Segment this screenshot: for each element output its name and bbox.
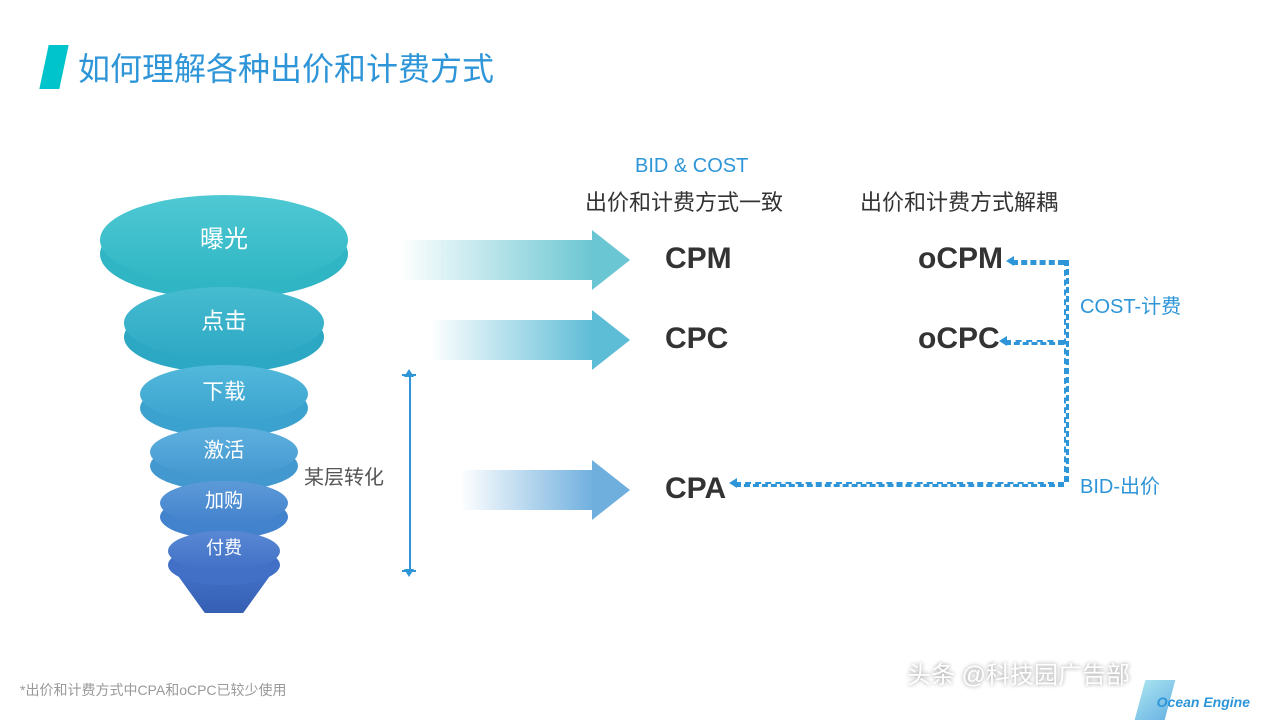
footnote: *出价和计费方式中CPA和oCPC已较少使用 <box>20 680 287 700</box>
funnel-level-label: 付费 <box>206 534 242 560</box>
flow-arrow <box>400 240 630 280</box>
funnel-level: 激活 <box>150 427 298 477</box>
cost-label: COST-计费 <box>1080 290 1181 319</box>
funnel-level-label: 曝光 <box>200 219 248 254</box>
slide-title: 如何理解各种出价和计费方式 <box>44 44 494 90</box>
flow-arrow <box>430 320 630 360</box>
watermark: 头条 @科技园广告部 <box>907 655 1130 690</box>
bracket-label: 某层转化 <box>304 461 384 490</box>
funnel-level-label: 加购 <box>205 485 243 513</box>
title-text: 如何理解各种出价和计费方式 <box>78 44 494 90</box>
flow-arrow <box>460 470 630 510</box>
funnel-level: 下载 <box>140 365 308 423</box>
column-header-aligned: 出价和计费方式一致 <box>585 185 783 217</box>
metric-cpc: CPC <box>665 322 728 356</box>
metric-ocpm: oCPM <box>918 242 1003 276</box>
metric-cpa: CPA <box>665 472 726 506</box>
bid-cost-label: BID & COST <box>635 155 748 178</box>
brand-label: Ocean Engine <box>1157 694 1250 710</box>
funnel-level-label: 激活 <box>204 433 245 463</box>
funnel-level: 曝光 <box>100 195 348 285</box>
column-header-decoupled: 出价和计费方式解耦 <box>860 185 1058 217</box>
funnel-level: 点击 <box>124 287 324 359</box>
metric-ocpc: oCPC <box>918 322 1000 356</box>
metric-cpm: CPM <box>665 242 732 276</box>
funnel-level-label: 点击 <box>201 303 247 336</box>
bid-label: BID-出价 <box>1080 470 1160 499</box>
funnel-level-label: 下载 <box>202 375 245 406</box>
funnel-level: 加购 <box>160 481 288 525</box>
title-accent-icon <box>39 45 68 89</box>
funnel-level: 付费 <box>168 531 280 571</box>
